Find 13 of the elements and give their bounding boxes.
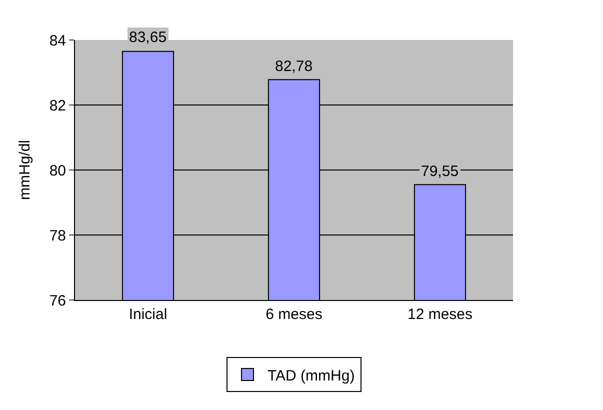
y-tick-label: 82 [49,97,66,114]
x-tick-label: 6 meses [266,306,322,323]
y-axis-title: mmHg/dl [16,140,34,200]
x-tick-label: 12 meses [407,306,473,323]
x-tick-label: Inicial [128,306,168,323]
y-tick-label: 80 [49,162,66,180]
data-label: 82,78 [275,58,313,75]
legend-label: TAD (mmHg) [268,367,355,384]
data-label: 79,55 [421,163,459,180]
y-tick-label: 84 [49,32,66,50]
data-label: 83,65 [129,29,167,46]
y-tick-label: 78 [49,227,66,244]
y-tick-label: 76 [49,292,66,310]
